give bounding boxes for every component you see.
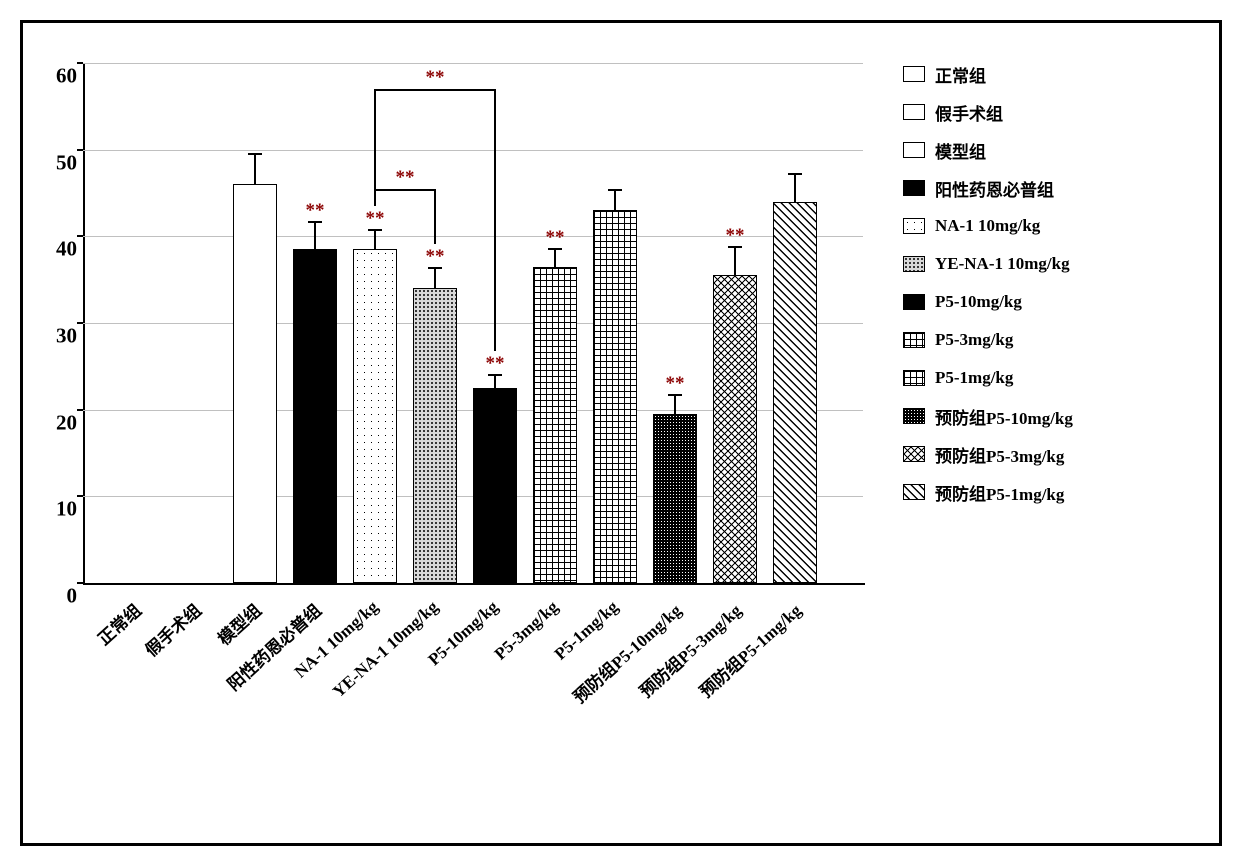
significance-marker: ** <box>666 373 685 395</box>
comparison-bracket <box>375 189 435 191</box>
comparison-bracket-drop <box>374 89 376 206</box>
error-bar <box>314 222 316 250</box>
error-bar <box>734 247 736 276</box>
bracket-significance: ** <box>426 67 445 89</box>
comparison-bracket <box>375 89 495 91</box>
legend-swatch <box>903 332 925 348</box>
y-tick-label: 20 <box>49 410 77 435</box>
y-tick-mark <box>77 582 83 584</box>
legend-item: 预防组P5-1mg/kg <box>903 481 1203 503</box>
legend-swatch <box>903 142 925 158</box>
significance-marker: ** <box>726 225 745 247</box>
y-tick-label: 0 <box>49 584 77 609</box>
legend-label: 假手术组 <box>935 100 1003 125</box>
y-tick-mark <box>77 149 83 151</box>
error-bar <box>674 395 676 414</box>
legend-swatch <box>903 408 925 424</box>
legend-label: P5-3mg/kg <box>935 330 1013 350</box>
error-bar <box>494 375 496 388</box>
y-tick-label: 40 <box>49 237 77 262</box>
legend-swatch <box>903 446 925 462</box>
error-bar <box>254 154 256 184</box>
gridline <box>83 150 863 151</box>
legend-swatch <box>903 66 925 82</box>
legend-swatch <box>903 370 925 386</box>
bar <box>593 210 637 583</box>
y-tick-label: 50 <box>49 150 77 175</box>
legend-label: 预防组P5-1mg/kg <box>935 480 1064 505</box>
error-bar <box>554 249 556 266</box>
y-tick-mark <box>77 322 83 324</box>
legend-swatch <box>903 294 925 310</box>
error-bar <box>374 230 376 249</box>
legend-item: NA-1 10mg/kg <box>903 215 1203 237</box>
legend-swatch <box>903 484 925 500</box>
error-bar <box>614 190 616 210</box>
legend-item: 预防组P5-3mg/kg <box>903 443 1203 465</box>
gridline <box>83 236 863 237</box>
y-tick-mark <box>77 495 83 497</box>
significance-marker: ** <box>426 246 445 268</box>
legend-swatch <box>903 180 925 196</box>
bar <box>533 267 577 583</box>
y-tick-mark <box>77 62 83 64</box>
legend-item: P5-10mg/kg <box>903 291 1203 313</box>
legend-label: 模型组 <box>935 138 986 163</box>
error-cap <box>788 173 802 175</box>
legend-swatch <box>903 256 925 272</box>
legend-item: P5-3mg/kg <box>903 329 1203 351</box>
legend-item: P5-1mg/kg <box>903 367 1203 389</box>
gridline <box>83 63 863 64</box>
y-tick-label: 60 <box>49 64 77 89</box>
legend-item: 假手术组 <box>903 101 1203 123</box>
error-bar <box>434 268 436 288</box>
legend-item: 阳性药恩必普组 <box>903 177 1203 199</box>
error-cap <box>248 153 262 155</box>
comparison-bracket-drop <box>434 189 436 245</box>
legend-item: 预防组P5-10mg/kg <box>903 405 1203 427</box>
y-tick-mark <box>77 235 83 237</box>
legend-label: P5-1mg/kg <box>935 368 1013 388</box>
legend-label: P5-10mg/kg <box>935 292 1022 312</box>
comparison-bracket-drop <box>494 89 496 351</box>
significance-marker: ** <box>366 208 385 230</box>
legend-label: 阳性药恩必普组 <box>935 176 1054 201</box>
error-cap <box>608 189 622 191</box>
figure-frame: ** ** ** ** ** ** ** ** ** 0 10 20 30 40 50 60 正常组假手术… <box>20 20 1222 846</box>
legend-item: 模型组 <box>903 139 1203 161</box>
legend-label: 正常组 <box>935 62 986 87</box>
bracket-significance: ** <box>396 167 415 189</box>
legend: 正常组假手术组模型组阳性药恩必普组 NA-1 10mg/kg YE-NA-1 10m… <box>903 63 1203 519</box>
significance-marker: ** <box>306 200 325 222</box>
legend-label: 预防组P5-10mg/kg <box>935 404 1073 429</box>
bar <box>233 184 277 583</box>
significance-marker: ** <box>486 353 505 375</box>
legend-label: 预防组P5-3mg/kg <box>935 442 1064 467</box>
legend-label: NA-1 10mg/kg <box>935 216 1040 236</box>
y-tick-mark <box>77 409 83 411</box>
y-tick-label: 30 <box>49 324 77 349</box>
legend-swatch <box>903 218 925 234</box>
legend-item: YE-NA-1 10mg/kg <box>903 253 1203 275</box>
significance-marker: ** <box>546 227 565 249</box>
y-tick-label: 10 <box>49 497 77 522</box>
plot-area: ** ** ** ** ** ** ** ** ** <box>83 63 863 583</box>
legend-label: YE-NA-1 10mg/kg <box>935 254 1070 274</box>
legend-item: 正常组 <box>903 63 1203 85</box>
legend-swatch <box>903 104 925 120</box>
error-bar <box>794 174 796 202</box>
bar <box>293 249 337 583</box>
